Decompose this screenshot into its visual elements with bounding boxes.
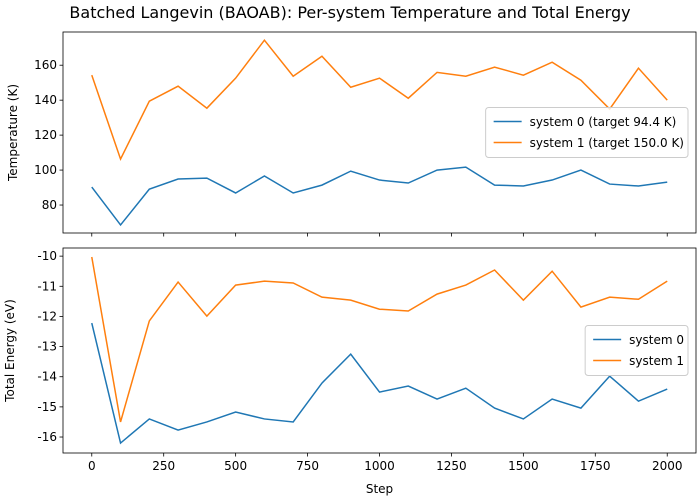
y-tick-label: 140 <box>34 93 57 107</box>
legend: system 0 (target 94.4 K) system 1 (target… <box>485 107 689 158</box>
legend-label: system 1 <box>629 354 684 368</box>
y-tick-label: 100 <box>34 163 57 177</box>
series-line <box>91 322 668 445</box>
legend-frame <box>584 325 689 376</box>
series-line <box>91 256 668 423</box>
legend-label: system 0 <box>629 333 684 347</box>
x-tick-label: 1500 <box>508 459 539 473</box>
y-tick-label: -14 <box>37 370 57 384</box>
legend-label: system 0 (target 94.4 K) <box>530 115 677 129</box>
legend: system 0 system 1 <box>584 325 689 376</box>
series-line <box>91 38 668 162</box>
y-tick-label: -12 <box>37 309 57 323</box>
series-line <box>91 166 668 227</box>
x-tick-label: 1250 <box>436 459 467 473</box>
y-tick-label: -13 <box>37 340 57 354</box>
y-tick-label: -11 <box>37 279 57 293</box>
x-tick-label: 0 <box>88 459 96 473</box>
y-tick-label: 160 <box>34 58 57 72</box>
x-tick-label: 500 <box>224 459 247 473</box>
x-tick-label: 250 <box>152 459 175 473</box>
legend-frame <box>485 107 689 158</box>
y-axis-label: Total Energy (eV) <box>3 299 17 403</box>
y-tick-label: -10 <box>37 249 57 263</box>
y-tick-label: -15 <box>37 400 57 414</box>
x-axis-label: Step <box>366 482 393 496</box>
x-tick-label: 750 <box>296 459 319 473</box>
y-tick-label: 80 <box>42 198 57 212</box>
x-tick-label: 1000 <box>364 459 395 473</box>
x-tick-label: 1750 <box>580 459 611 473</box>
legend-label: system 1 (target 150.0 K) <box>530 136 684 150</box>
y-tick-label: -16 <box>37 430 57 444</box>
x-tick-label: 2000 <box>652 459 683 473</box>
y-tick-label: 120 <box>34 128 57 142</box>
y-axis-label: Temperature (K) <box>6 84 20 182</box>
chart-title: Batched Langevin (BAOAB): Per-system Tem… <box>69 3 630 22</box>
